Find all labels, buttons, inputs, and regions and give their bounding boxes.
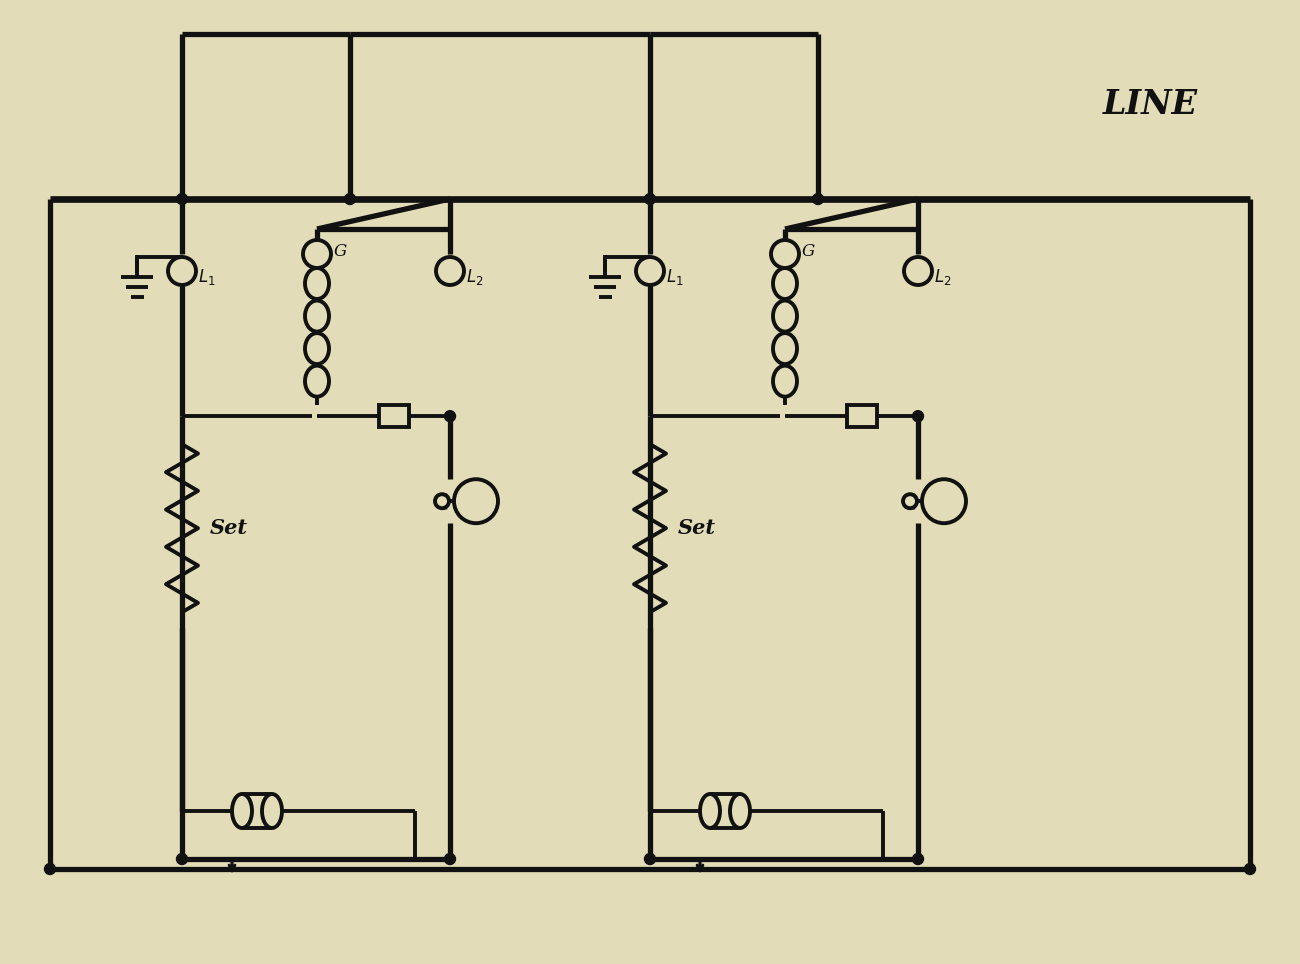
Circle shape (436, 257, 464, 285)
Text: $L_2$: $L_2$ (465, 267, 484, 287)
Text: LINE: LINE (1102, 88, 1197, 120)
Circle shape (645, 194, 655, 204)
Circle shape (168, 257, 196, 285)
Circle shape (771, 240, 800, 268)
Ellipse shape (306, 334, 329, 364)
Circle shape (454, 479, 498, 523)
Circle shape (177, 194, 187, 204)
Ellipse shape (263, 794, 282, 828)
Text: Set: Set (679, 519, 716, 538)
Circle shape (1244, 864, 1256, 874)
Circle shape (913, 853, 923, 865)
Circle shape (344, 194, 355, 204)
Circle shape (645, 853, 655, 865)
Circle shape (812, 194, 823, 204)
Ellipse shape (231, 794, 252, 828)
Ellipse shape (731, 794, 750, 828)
Ellipse shape (306, 268, 329, 299)
Text: G: G (334, 243, 347, 259)
Circle shape (922, 479, 966, 523)
Circle shape (636, 257, 664, 285)
Text: $L_1$: $L_1$ (198, 267, 216, 287)
FancyBboxPatch shape (378, 405, 408, 427)
Ellipse shape (774, 334, 797, 364)
Ellipse shape (699, 794, 720, 828)
Circle shape (177, 853, 187, 865)
Circle shape (445, 411, 455, 421)
Ellipse shape (774, 268, 797, 299)
Circle shape (44, 864, 56, 874)
Circle shape (903, 257, 932, 285)
Text: Set: Set (211, 519, 248, 538)
Ellipse shape (306, 365, 329, 396)
Circle shape (303, 240, 332, 268)
Ellipse shape (774, 365, 797, 396)
Text: $L_2$: $L_2$ (933, 267, 952, 287)
Circle shape (445, 853, 455, 865)
FancyBboxPatch shape (846, 405, 876, 427)
Text: $L_1$: $L_1$ (666, 267, 684, 287)
Ellipse shape (774, 301, 797, 332)
Ellipse shape (306, 301, 329, 332)
Text: G: G (802, 243, 815, 259)
Circle shape (903, 495, 916, 508)
Circle shape (913, 411, 923, 421)
Circle shape (436, 495, 448, 508)
